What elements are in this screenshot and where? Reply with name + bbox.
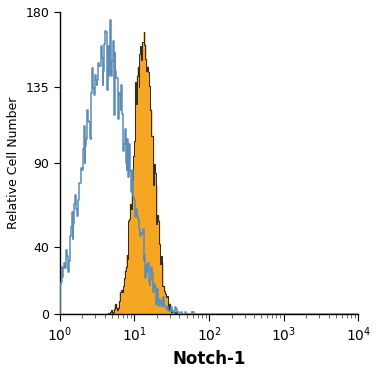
- Y-axis label: Relative Cell Number: Relative Cell Number: [7, 97, 20, 229]
- X-axis label: Notch-1: Notch-1: [172, 350, 246, 368]
